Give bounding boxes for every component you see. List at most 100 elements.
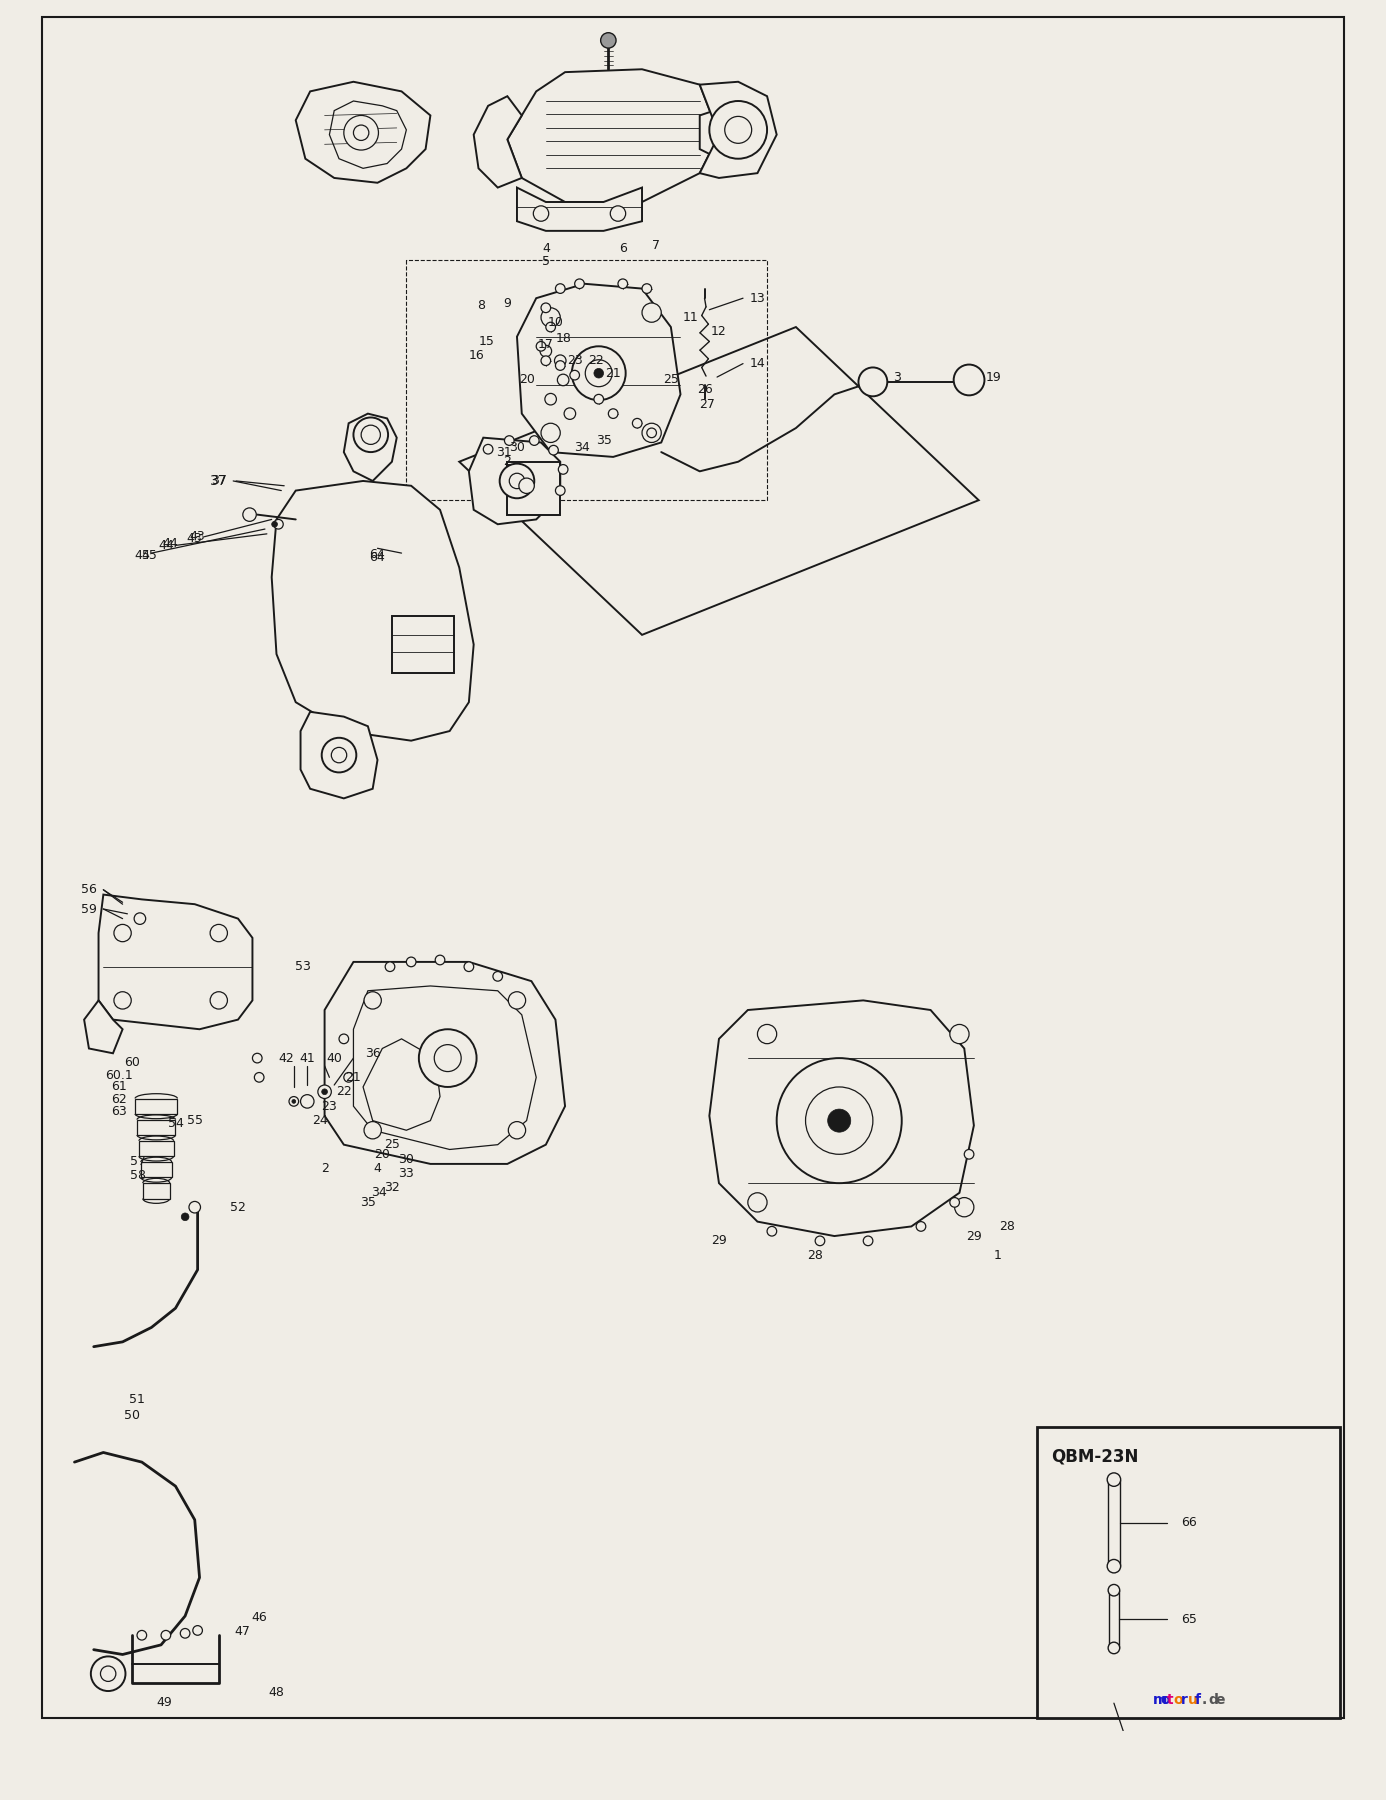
Circle shape [949,1024,969,1044]
Text: 31: 31 [496,446,511,459]
Circle shape [559,464,568,473]
Circle shape [180,1629,190,1638]
Circle shape [322,738,356,772]
Circle shape [546,322,556,331]
Text: 48: 48 [269,1687,284,1699]
Circle shape [575,279,585,288]
Circle shape [725,117,751,144]
Text: QBM-23N: QBM-23N [1052,1447,1139,1465]
Circle shape [541,356,550,365]
Circle shape [211,992,227,1010]
Text: 37: 37 [211,475,227,488]
Circle shape [954,365,984,396]
Circle shape [301,1094,315,1109]
Circle shape [610,205,625,221]
Text: 26: 26 [697,383,712,396]
Circle shape [137,1631,147,1640]
Text: 20: 20 [518,373,535,387]
Circle shape [536,342,546,351]
Circle shape [541,308,560,328]
Circle shape [858,367,887,396]
Circle shape [776,1058,902,1183]
Circle shape [632,418,642,428]
Circle shape [618,279,628,288]
Circle shape [252,1053,262,1064]
Circle shape [556,360,565,371]
Polygon shape [363,1039,439,1130]
Text: 45: 45 [134,549,150,562]
Circle shape [509,992,525,1010]
Circle shape [100,1667,116,1681]
Text: 25: 25 [663,373,679,387]
Polygon shape [468,437,560,524]
Circle shape [541,346,552,356]
Circle shape [493,972,503,981]
Text: 64: 64 [370,547,385,560]
Circle shape [564,409,575,419]
Circle shape [529,436,539,445]
Polygon shape [272,481,474,740]
Polygon shape [330,101,406,169]
Circle shape [273,520,283,529]
Text: 21: 21 [606,367,621,380]
Text: 34: 34 [575,441,590,454]
Text: 2: 2 [320,1163,328,1175]
Circle shape [556,284,565,293]
Text: 36: 36 [365,1048,381,1060]
Text: 22: 22 [335,1085,352,1098]
Text: 60: 60 [125,1057,140,1069]
Text: 1: 1 [994,1249,1002,1262]
Polygon shape [85,1001,122,1053]
Text: 29: 29 [711,1235,726,1247]
Text: 50: 50 [125,1409,140,1422]
Text: 66: 66 [1181,1516,1198,1530]
Text: 59: 59 [80,902,97,916]
Circle shape [134,913,146,925]
Polygon shape [517,187,642,230]
Circle shape [541,423,560,443]
Text: 63: 63 [111,1105,126,1118]
Bar [1109,1480,1120,1566]
Text: 13: 13 [750,292,765,304]
Text: 32: 32 [384,1181,399,1195]
Circle shape [965,1150,974,1159]
Text: 17: 17 [538,338,554,351]
Text: 25: 25 [384,1138,399,1152]
Circle shape [385,961,395,972]
Text: 14: 14 [750,356,765,371]
Circle shape [505,436,514,445]
Text: 54: 54 [168,1118,183,1130]
Circle shape [435,956,445,965]
Circle shape [1107,1472,1121,1487]
Text: 18: 18 [556,331,571,346]
Text: 27: 27 [700,398,715,410]
Circle shape [211,925,227,941]
Circle shape [1109,1584,1120,1597]
Text: .: . [1202,1694,1207,1706]
Text: 42: 42 [279,1051,294,1064]
Text: 11: 11 [682,311,699,324]
Polygon shape [344,414,396,481]
Text: 34: 34 [371,1186,387,1199]
Text: 5: 5 [542,256,550,268]
Circle shape [949,1197,959,1208]
Text: o: o [1160,1694,1170,1706]
Circle shape [815,1237,825,1246]
Text: d: d [1209,1694,1218,1706]
Polygon shape [474,95,521,187]
Text: 2: 2 [503,455,511,468]
Text: 23: 23 [322,1100,337,1112]
Circle shape [509,473,525,488]
Circle shape [766,1226,776,1237]
Text: 21: 21 [345,1071,362,1084]
Text: o: o [1174,1694,1184,1706]
Circle shape [827,1109,851,1132]
Circle shape [484,445,493,454]
Text: 46: 46 [251,1611,267,1624]
Polygon shape [710,1001,974,1237]
Circle shape [353,418,388,452]
Circle shape [322,1089,327,1094]
Text: 28: 28 [999,1220,1016,1233]
Text: 51: 51 [129,1393,146,1406]
Circle shape [344,1073,353,1082]
